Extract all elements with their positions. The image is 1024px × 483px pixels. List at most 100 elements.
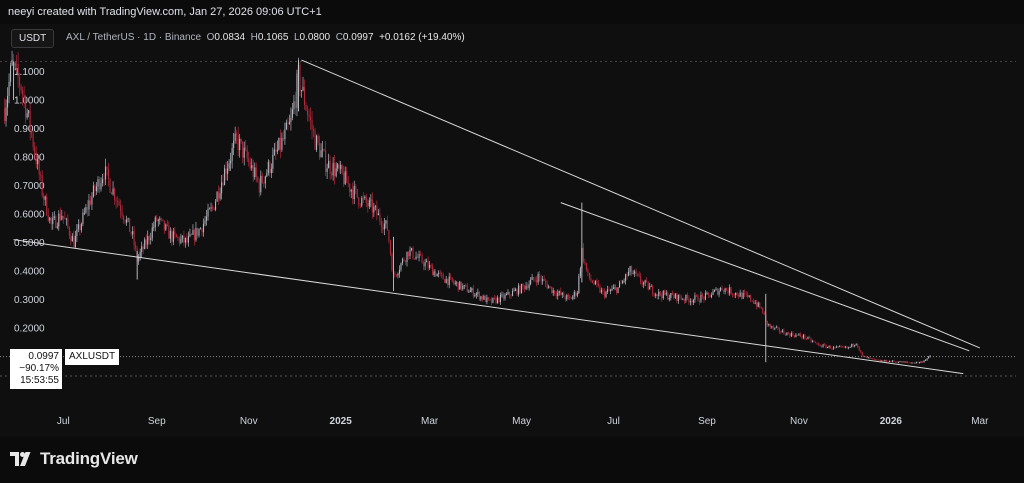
candle-body [531, 277, 533, 280]
candle-body [724, 288, 726, 293]
candle-body [518, 285, 520, 295]
candle-body [819, 344, 821, 347]
candle-body [347, 182, 349, 184]
candle-body [501, 294, 503, 296]
candle-body [753, 301, 755, 304]
candle-body [798, 334, 800, 336]
candle-body [689, 300, 691, 303]
candle-body [638, 274, 640, 277]
candle-body [489, 298, 491, 300]
candle-body [578, 275, 580, 293]
candle-body [314, 130, 316, 150]
candle-body [141, 246, 143, 252]
candle-body [441, 273, 443, 275]
candle-body [423, 262, 425, 267]
x-tick-label: Sep [698, 416, 716, 427]
candle-body [925, 360, 927, 361]
candle-body [759, 302, 761, 308]
tradingview-logo[interactable]: TradingView [10, 449, 138, 469]
candle-body [148, 236, 150, 240]
candle-body [240, 138, 242, 142]
candle-body [406, 251, 408, 262]
candle-body [329, 160, 331, 174]
candle-body [783, 330, 785, 334]
candle-body [127, 218, 129, 220]
candle-body [435, 271, 437, 277]
candle-body [306, 110, 309, 115]
candle-body [35, 154, 37, 165]
candle-body [469, 290, 471, 293]
candle-body [861, 351, 863, 356]
candle-body [38, 159, 40, 175]
candle-body [26, 113, 28, 118]
candle-body [706, 292, 708, 294]
chart-area[interactable]: 1.1000 1.0000 0.9000 0.8000 0.7000 0.6000 0.50… [0, 24, 1024, 437]
candle-body [756, 302, 758, 307]
candle-body [308, 114, 310, 118]
candle-body [193, 230, 196, 241]
candle-body [117, 201, 119, 203]
candle-body [822, 344, 824, 347]
candle-body [207, 208, 209, 217]
footer: TradingView [0, 437, 1024, 483]
candle-body [299, 65, 301, 92]
candle-body [655, 294, 657, 296]
candle-body [157, 220, 159, 221]
candle-body [204, 220, 206, 224]
candle-body [628, 271, 630, 276]
candle-body [236, 133, 238, 136]
candle-body [911, 362, 913, 364]
candle-body [605, 291, 607, 297]
candle-body [316, 135, 318, 150]
trendline [560, 202, 970, 352]
candle-body [775, 327, 777, 329]
currency-button[interactable]: USDT [11, 29, 55, 48]
candle-body [481, 296, 483, 300]
ohlc-legend: AXL / TetherUS · 1D · Binance O0.0834 H0… [66, 32, 465, 43]
candle-body [514, 289, 517, 291]
candle-body [246, 149, 248, 159]
candle-body [828, 346, 830, 347]
candle-body [480, 296, 482, 300]
candle-body [882, 360, 884, 362]
y-tick-label: 0.5000 [14, 238, 45, 249]
candle-body [139, 251, 141, 257]
candle-body [533, 277, 535, 280]
candle-body [130, 231, 132, 235]
x-tick-label: 2026 [880, 416, 903, 427]
candle-body [83, 212, 85, 214]
x-tick-label: Nov [240, 416, 258, 427]
candle-body [902, 361, 904, 363]
candle-body [524, 285, 526, 290]
candle-body [184, 238, 186, 243]
candle-body [150, 238, 152, 240]
candle-body [47, 215, 49, 221]
candle-body [322, 149, 324, 151]
candle-body [615, 287, 618, 293]
candle-body [49, 217, 51, 221]
candle-body [107, 169, 110, 180]
candle-body [521, 284, 523, 293]
candle-body [900, 361, 902, 363]
price-chart[interactable]: 1.1000 1.0000 0.9000 0.8000 0.7000 0.6000 0.50… [0, 24, 1024, 437]
candle-body [843, 346, 845, 348]
candle-body [674, 293, 676, 298]
candle-body [688, 298, 690, 303]
candle-body [344, 171, 346, 185]
candle-body [869, 357, 871, 359]
candle-body [195, 227, 197, 241]
candle-body [210, 207, 212, 209]
candle-body [382, 227, 384, 230]
x-tick-label: Sep [148, 416, 166, 427]
candle-body [456, 282, 458, 284]
candle-body [757, 302, 759, 307]
candle-body [147, 236, 149, 245]
candle-body [801, 336, 803, 338]
candle-body [40, 174, 42, 176]
candle-body [629, 266, 631, 272]
candle-body [426, 261, 428, 263]
candle-body [760, 307, 762, 309]
candle-body [736, 292, 738, 296]
candle-body [187, 236, 189, 243]
candle-body [340, 164, 342, 170]
